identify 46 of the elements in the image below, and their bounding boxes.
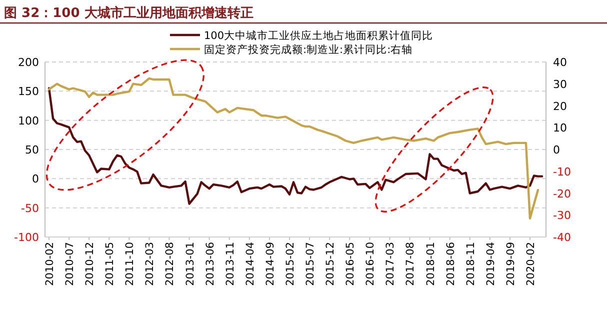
x-tick-label: 2010-07 [64, 242, 76, 286]
x-tick-label: 2015-02 [284, 242, 296, 286]
x-tick-label: 2016-05 [344, 242, 357, 286]
x-tick-label: 2017-03 [384, 242, 397, 286]
legend-label: 100大中城市工业供应土地占地面积累计值同比 [204, 29, 434, 42]
x-tick-label: 2017-08 [404, 242, 417, 286]
x-tick-label: 2011-05 [104, 242, 116, 286]
x-tick-label: 2013-06 [204, 242, 216, 286]
x-tick-label: 2013-11 [224, 242, 236, 286]
y-tick-label: 50 [25, 144, 39, 156]
y2-tick-label: -20 [553, 187, 571, 200]
y2-tick-label: -10 [553, 165, 571, 178]
x-tick-label: 2015-12 [324, 242, 337, 286]
x-tick-label: 2020-02 [524, 242, 537, 286]
y2-tick-label: 10 [553, 122, 567, 135]
x-tick-label: 2018-11 [464, 242, 477, 286]
x-tick-label: 2013-01 [184, 242, 196, 286]
x-tick-label: 2019-09 [504, 242, 517, 286]
y-tick-label: 0 [32, 172, 39, 186]
line-series [48, 77, 540, 220]
y2-tick-label: 40 [553, 56, 567, 69]
y-tick-label: 200 [18, 56, 39, 69]
x-tick-label: 2010-12 [84, 242, 96, 286]
chart-title: 图 32：100 大城市工业用地面积增速转正 [4, 5, 254, 21]
x-tick-label: 2012-03 [144, 242, 156, 286]
x-tick-label: 2014-04 [244, 242, 256, 286]
y-tick-label: -50 [21, 202, 39, 215]
y2-tick-label: -40 [553, 231, 571, 244]
y-tick-label: -100 [14, 231, 39, 244]
y2-tick-label: 0 [553, 144, 560, 156]
x-tick-label: 2018-01 [424, 242, 437, 286]
x-tick-label: 2016-10 [364, 242, 377, 286]
x-tick-label: 2015-07 [304, 242, 317, 286]
y2-tick-label: -30 [553, 209, 571, 222]
x-tick-label: 2012-08 [164, 242, 176, 286]
x-tick-label: 2018-06 [444, 242, 457, 286]
y-tick-label: 100 [18, 114, 39, 128]
y2-tick-label: 30 [553, 78, 567, 91]
x-tick-label: 2011-10 [124, 242, 136, 286]
x-tick-label: 2014-09 [264, 242, 276, 286]
line-series [48, 87, 544, 205]
x-tick-label: 2019-04 [484, 242, 497, 286]
y-tick-label: 150 [18, 85, 39, 98]
x-tick-label: 2010-02 [44, 242, 56, 286]
legend-label: 固定资产投资完成额:制造业:累计同比:右轴 [204, 43, 413, 56]
y2-tick-label: 20 [553, 100, 567, 113]
